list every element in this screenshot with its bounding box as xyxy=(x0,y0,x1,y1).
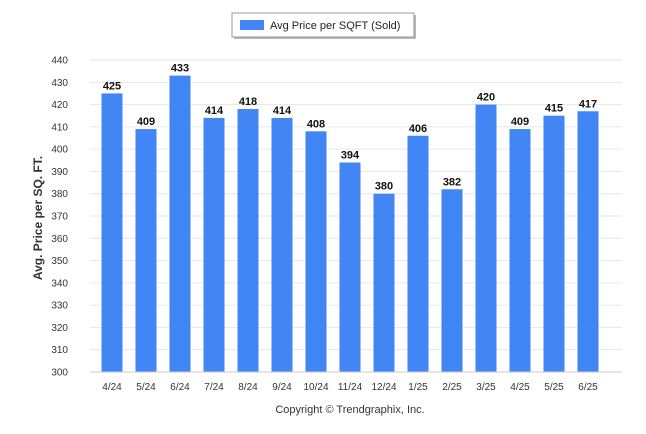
data-label: 380 xyxy=(375,181,393,193)
y-tick-label: 300 xyxy=(51,368,68,379)
data-label: 433 xyxy=(171,63,189,75)
data-labels: 425 409 433 414 418 414 408 394 380 406 382 420 409 4… xyxy=(103,63,597,193)
x-axis-ticks: 4/24 5/24 6/24 7/24 8/24 9/24 10/24 11/24 12/24 1… xyxy=(102,382,598,393)
bar-4-24 xyxy=(101,93,123,372)
legend: Avg Price per SQFT (Sold) xyxy=(231,12,416,39)
bar-11-24 xyxy=(339,162,361,372)
bar-5-25 xyxy=(543,115,565,372)
x-tick-label: 6/25 xyxy=(578,382,598,393)
x-tick-label: 4/24 xyxy=(102,382,122,393)
data-label: 420 xyxy=(477,92,495,104)
data-label: 409 xyxy=(137,116,155,128)
y-tick-label: 370 xyxy=(51,212,68,223)
bar-10-24 xyxy=(305,131,327,372)
bar-3-25 xyxy=(475,104,497,373)
x-tick-label: 8/24 xyxy=(238,382,258,393)
bar-4-25 xyxy=(509,129,531,372)
data-label: 406 xyxy=(409,123,427,135)
y-tick-label: 430 xyxy=(51,78,68,89)
data-label: 415 xyxy=(545,103,563,115)
x-tick-label: 5/24 xyxy=(136,382,156,393)
data-label: 394 xyxy=(341,150,360,162)
y-tick-label: 340 xyxy=(51,278,68,289)
bar-7-24 xyxy=(203,117,225,372)
x-tick-label: 9/24 xyxy=(272,382,292,393)
bar-5-24 xyxy=(135,129,157,372)
y-tick-label: 390 xyxy=(51,167,68,178)
bar-6-24 xyxy=(169,75,191,372)
bar-6-25 xyxy=(577,111,599,372)
data-label: 418 xyxy=(239,96,257,108)
data-label: 414 xyxy=(205,105,224,117)
copyright-text: Copyright © Trendgraphix, Inc. xyxy=(275,404,424,416)
y-tick-label: 360 xyxy=(51,234,68,245)
legend-label: Avg Price per SQFT (Sold) xyxy=(270,20,400,32)
y-tick-label: 440 xyxy=(51,56,68,67)
bar-2-25 xyxy=(441,189,463,372)
bar-8-24 xyxy=(237,109,259,373)
x-tick-label: 11/24 xyxy=(338,382,363,393)
y-tick-label: 420 xyxy=(51,100,68,111)
x-tick-label: 10/24 xyxy=(303,382,328,393)
data-label: 414 xyxy=(273,105,292,117)
y-tick-label: 320 xyxy=(51,323,68,334)
bar-12-24 xyxy=(373,193,395,372)
y-tick-label: 310 xyxy=(51,345,68,356)
x-tick-label: 12/24 xyxy=(371,382,396,393)
data-label: 417 xyxy=(579,98,597,110)
data-label: 408 xyxy=(307,118,325,130)
y-axis-ticks: 300 310 320 330 340 350 360 370 380 390 400 410 420 4… xyxy=(51,56,68,379)
y-tick-label: 400 xyxy=(51,145,68,156)
bars xyxy=(101,75,599,373)
data-label: 409 xyxy=(511,116,529,128)
data-label: 382 xyxy=(443,176,461,188)
y-tick-label: 330 xyxy=(51,301,68,312)
y-tick-label: 350 xyxy=(51,256,68,267)
y-tick-label: 380 xyxy=(51,189,68,200)
bar-9-24 xyxy=(271,117,293,372)
x-tick-label: 1/25 xyxy=(408,382,428,393)
x-tick-label: 5/25 xyxy=(544,382,564,393)
x-tick-label: 3/25 xyxy=(476,382,496,393)
x-tick-label: 7/24 xyxy=(204,382,224,393)
legend-swatch xyxy=(240,20,264,30)
data-label: 425 xyxy=(103,80,121,92)
y-tick-label: 410 xyxy=(51,122,68,133)
bar-1-25 xyxy=(407,135,429,372)
x-tick-label: 2/25 xyxy=(442,382,462,393)
y-axis-title: Avg. Price per SQ. FT. xyxy=(31,156,45,280)
x-tick-label: 4/25 xyxy=(510,382,530,393)
x-tick-label: 6/24 xyxy=(170,382,190,393)
